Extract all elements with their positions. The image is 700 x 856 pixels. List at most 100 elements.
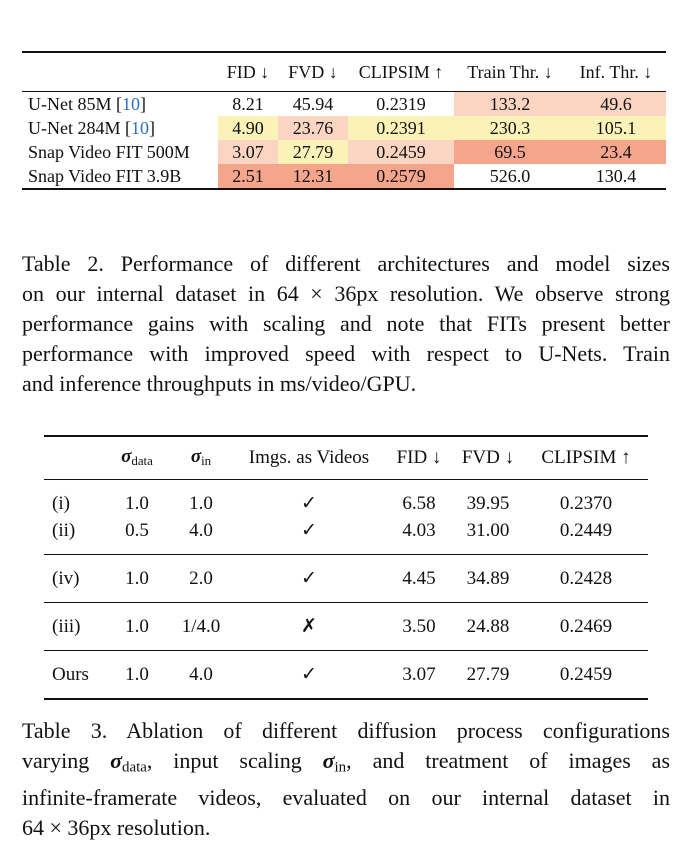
caption-line: performance gains with scaling and note … [22, 311, 670, 336]
header-label [44, 436, 104, 480]
sigma-symbol: σ [110, 748, 122, 773]
table-2-header-row: FID ↓ FVD ↓ CLIPSIM ↑ Train Thr. ↓ Inf. … [22, 52, 666, 92]
train-cell: 133.2 [454, 91, 566, 116]
sigma-in-cell: 1.0 [189, 492, 213, 514]
clipsim-cell: 0.2391 [348, 116, 454, 140]
header-inference-throughput: Inf. Thr. ↓ [579, 61, 653, 82]
caption-line: on our internal dataset in 64 × 36px res… [22, 281, 670, 306]
header-imgs-as-videos: Imgs. as Videos [248, 447, 370, 468]
table-row: (i) 1.0 1.0 ✓ 6.58 39.95 0.2370 [44, 480, 648, 518]
fid-cell: 4.45 [402, 567, 436, 589]
train-cell: 230.3 [454, 116, 566, 140]
sigma-symbol: σ [322, 748, 335, 773]
train-cell: 526.0 [489, 165, 531, 186]
table-3-header-row: σdata σin Imgs. as Videos FID ↓ FVD ↓ CL… [44, 436, 648, 480]
model-name: Snap Video FIT 3.9B [22, 164, 218, 189]
citation-link[interactable]: 10 [121, 93, 140, 114]
header-model [22, 52, 218, 92]
subscript: in [334, 759, 347, 776]
header-sigma-data: σdata [104, 436, 170, 480]
inf-cell: 130.4 [595, 165, 637, 186]
fid-cell: 4.03 [402, 519, 436, 541]
imgs-as-videos-cell: ✓ [301, 520, 317, 541]
sigma-data-cell: 1.0 [125, 492, 149, 514]
model-name-text: U-Net 85M [ [28, 93, 122, 114]
header-sigma-in: σin [170, 436, 232, 480]
clipsim-cell: 0.2370 [559, 492, 613, 514]
clipsim-cell: 0.2449 [559, 519, 613, 541]
clipsim-cell: 0.2469 [559, 615, 613, 637]
table-row: (iii) 1.0 1/4.0 ✗ 3.50 24.88 0.2469 [44, 603, 648, 651]
imgs-as-videos-cell: ✓ [301, 568, 317, 589]
table-3-caption: Table 3. Ablation of different diffusion… [22, 716, 670, 843]
clipsim-cell: 0.2459 [348, 140, 454, 164]
header-fid: FID ↓ [226, 61, 270, 82]
table-row: Ours 1.0 4.0 ✓ 3.07 27.79 0.2459 [44, 651, 648, 699]
clipsim-cell: 0.2459 [559, 663, 613, 685]
table-row: (iv) 1.0 2.0 ✓ 4.45 34.89 0.2428 [44, 555, 648, 603]
table-row: U-Net 284M [10] 4.90 23.76 0.2391 230.3 … [22, 116, 666, 140]
config-label: Ours [52, 663, 89, 685]
fid-cell: 2.51 [218, 164, 278, 189]
table-row: (ii) 0.5 4.0 ✓ 4.03 31.00 0.2449 [44, 517, 648, 555]
sigma-in-cell: 4.0 [189, 519, 213, 541]
config-label: (i) [52, 492, 70, 514]
config-label: (ii) [52, 519, 76, 541]
imgs-as-videos-cell: ✓ [301, 493, 317, 514]
sigma-data-cell: 0.5 [125, 519, 149, 541]
fid-cell: 3.07 [218, 140, 278, 164]
header-fvd: FVD ↓ [461, 447, 515, 468]
model-name: U-Net 284M [10] [22, 116, 218, 140]
inf-cell: 23.4 [566, 140, 666, 164]
fvd-cell: 34.89 [466, 567, 510, 589]
fvd-cell: 39.95 [466, 492, 510, 514]
subscript: data [131, 453, 153, 469]
clipsim-cell: 0.2428 [559, 567, 613, 589]
citation-bracket: ] [139, 93, 146, 114]
caption-line: performance with improved speed with res… [22, 341, 670, 366]
imgs-as-videos-cell: ✗ [301, 616, 317, 637]
fvd-cell: 12.31 [278, 164, 348, 189]
fid-cell: 3.07 [402, 663, 436, 685]
table-2: FID ↓ FVD ↓ CLIPSIM ↑ Train Thr. ↓ Inf. … [22, 51, 666, 190]
table-2-caption: Table 2. Performance of different archit… [22, 249, 670, 399]
fid-cell: 6.58 [402, 492, 436, 514]
fvd-cell: 31.00 [466, 519, 510, 541]
table-row: U-Net 85M [10] 8.21 45.94 0.2319 133.2 4… [22, 91, 666, 117]
caption-line: Table 2. Performance of different archit… [22, 251, 670, 276]
model-name: U-Net 85M [10] [22, 92, 218, 117]
fvd-cell: 23.76 [278, 116, 348, 140]
sigma-in-cell: 4.0 [189, 663, 213, 685]
sigma-in-cell: 1/4.0 [181, 615, 221, 637]
header-fvd: FVD ↓ [288, 61, 338, 82]
fid-cell: 4.90 [218, 116, 278, 140]
config-label: (iii) [52, 615, 81, 637]
clipsim-cell: 0.2319 [376, 93, 426, 114]
model-name-text: Snap Video FIT 500M [28, 141, 190, 162]
subscript: in [201, 453, 212, 469]
sigma-symbol: σ [121, 446, 132, 468]
header-clipsim: CLIPSIM ↑ [541, 447, 631, 468]
caption-text: , and treatment of images as [346, 748, 671, 773]
model-name: Snap Video FIT 500M [22, 140, 218, 164]
caption-line: 64 × 36px resolution. [22, 814, 211, 840]
sigma-symbol: σ [190, 446, 202, 468]
clipsim-cell: 0.2579 [348, 164, 454, 189]
config-label: (iv) [52, 567, 80, 589]
caption-line: infinite-framerate videos, evaluated on … [22, 784, 670, 810]
sigma-data-cell: 1.0 [125, 567, 149, 589]
inf-cell: 49.6 [566, 91, 666, 116]
subscript: data [121, 759, 147, 776]
fvd-cell: 24.88 [466, 615, 510, 637]
sigma-data-cell: 1.0 [125, 615, 149, 637]
citation-link[interactable]: 10 [130, 117, 149, 138]
fid-cell: 3.50 [402, 615, 436, 637]
caption-line: and inference throughputs in ms/video/GP… [22, 371, 417, 396]
model-name-text: Snap Video FIT 3.9B [28, 165, 182, 186]
header-fid: FID ↓ [396, 447, 442, 468]
caption-text: varying [22, 748, 90, 773]
caption-text: , input scaling [146, 748, 302, 773]
fid-cell: 8.21 [232, 93, 264, 114]
imgs-as-videos-cell: ✓ [301, 664, 317, 685]
inf-cell: 105.1 [566, 116, 666, 140]
